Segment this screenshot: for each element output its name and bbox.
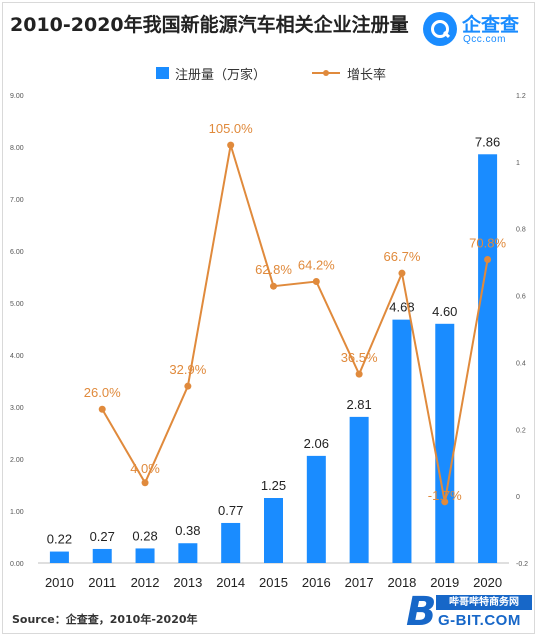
bar-value-label: 2.81: [346, 397, 371, 412]
y-right-tick-label: 0.2: [516, 427, 526, 434]
y-left-tick-label: 0.00: [10, 561, 24, 568]
growth-value-label: 64.2%: [298, 258, 335, 273]
y-right-tick-label: 1: [516, 160, 520, 167]
bar-value-label: 0.27: [90, 529, 115, 544]
x-tick-label: 2014: [216, 575, 245, 590]
y-right-tick-label: 0.8: [516, 227, 526, 234]
bar-value-label: 7.86: [475, 134, 500, 149]
x-tick-label: 2020: [473, 575, 502, 590]
y-left-tick-label: 6.00: [10, 249, 24, 256]
legend-line-label: 增长率: [347, 67, 387, 82]
x-tick-label: 2016: [302, 575, 331, 590]
growth-point: [441, 498, 449, 506]
growth-value-label: 62.8%: [255, 262, 292, 277]
x-tick-label: 2015: [259, 575, 288, 590]
bar: [306, 455, 326, 563]
growth-point: [312, 278, 320, 286]
x-tick-label: 2011: [88, 575, 116, 590]
bar: [264, 498, 283, 563]
growth-value-label: 105.0%: [209, 121, 254, 136]
y-right-tick-label: -0.2: [516, 561, 528, 568]
growth-line: [101, 144, 489, 503]
y-right-tick-label: 0.4: [516, 360, 526, 367]
bar-value-label: 0.22: [47, 532, 72, 547]
growth-point: [98, 405, 106, 413]
growth-point: [270, 282, 277, 290]
legend-item-bar: 注册量（万家）: [156, 64, 266, 83]
x-tick-label: 2012: [131, 575, 160, 590]
growth-point: [184, 382, 192, 390]
growth-value-label: 70.8%: [469, 235, 506, 250]
growth-value-label: 66.7%: [384, 249, 421, 264]
qcc-logo: 企查查 Qcc.com: [423, 12, 533, 48]
x-tick-label: 2013: [173, 575, 202, 590]
bar-value-label: 0.38: [175, 523, 200, 538]
growth-value-label: 32.9%: [169, 362, 206, 377]
y-right-tick-label: 0: [516, 494, 520, 501]
y-left-tick-label: 2.00: [10, 457, 24, 464]
legend-bar-swatch: [156, 67, 169, 79]
growth-point: [141, 479, 149, 487]
x-tick-label: 2019: [430, 575, 459, 590]
bar-value-label: 2.06: [304, 436, 329, 451]
x-tick-label: 2018: [387, 575, 416, 590]
y-left-tick-label: 9.00: [10, 93, 24, 100]
bar: [435, 323, 455, 563]
y-right-tick-label: 0.6: [516, 294, 526, 301]
logo-sub: Qcc.com: [463, 34, 506, 45]
logo-name: 企查查: [462, 14, 520, 36]
search-icon: [423, 12, 457, 46]
bar: [392, 319, 412, 563]
y-left-tick-label: 8.00: [10, 145, 24, 152]
chart-frame: [2, 2, 535, 634]
bar-value-label: 4.68: [389, 300, 414, 315]
growth-point: [484, 255, 492, 263]
y-right-tick-label: 1.2: [516, 93, 526, 100]
bar: [178, 543, 198, 563]
y-left-tick-label: 7.00: [10, 197, 24, 204]
bar: [135, 548, 155, 563]
brand-initial: B: [406, 589, 437, 635]
chart-title: 2010-2020年我国新能源汽车相关企业注册量: [10, 14, 409, 36]
growth-point: [355, 370, 363, 378]
bar-value-label: 1.25: [261, 478, 286, 493]
bar: [92, 548, 112, 563]
y-left-tick-label: 3.00: [10, 405, 24, 412]
growth-value-label: -1.7%: [428, 488, 462, 503]
y-left-tick-label: 5.00: [10, 301, 24, 308]
bar-value-label: 0.77: [218, 503, 243, 518]
brand-bottom-text: G-BIT.COM: [438, 612, 521, 629]
bar-value-label: 4.60: [432, 304, 457, 319]
y-left-tick-label: 1.00: [10, 509, 24, 516]
y-left-tick-label: 4.00: [10, 353, 24, 360]
growth-value-label: 4.0%: [130, 461, 160, 476]
legend-bar-label: 注册量（万家）: [175, 67, 267, 82]
brand-watermark: B 哔哥哔特商务网 G-BIT.COM: [406, 590, 534, 634]
bar: [478, 154, 498, 563]
brand-top-text: 哔哥哔特商务网: [436, 595, 532, 610]
bar: [221, 522, 241, 563]
x-tick-label: 2010: [45, 575, 74, 590]
legend-line-marker: [323, 70, 329, 76]
growth-value-label: 36.5%: [341, 350, 378, 365]
growth-point: [398, 269, 406, 277]
growth-point: [227, 141, 235, 149]
bar: [349, 416, 369, 563]
legend-item-line: 增长率: [312, 64, 386, 83]
bar-value-label: 0.28: [132, 528, 157, 543]
bar: [49, 551, 69, 563]
x-tick-label: 2017: [345, 575, 374, 590]
source-note: Source：企查查，2010年-2020年: [12, 613, 198, 626]
growth-value-label: 26.0%: [84, 385, 121, 400]
